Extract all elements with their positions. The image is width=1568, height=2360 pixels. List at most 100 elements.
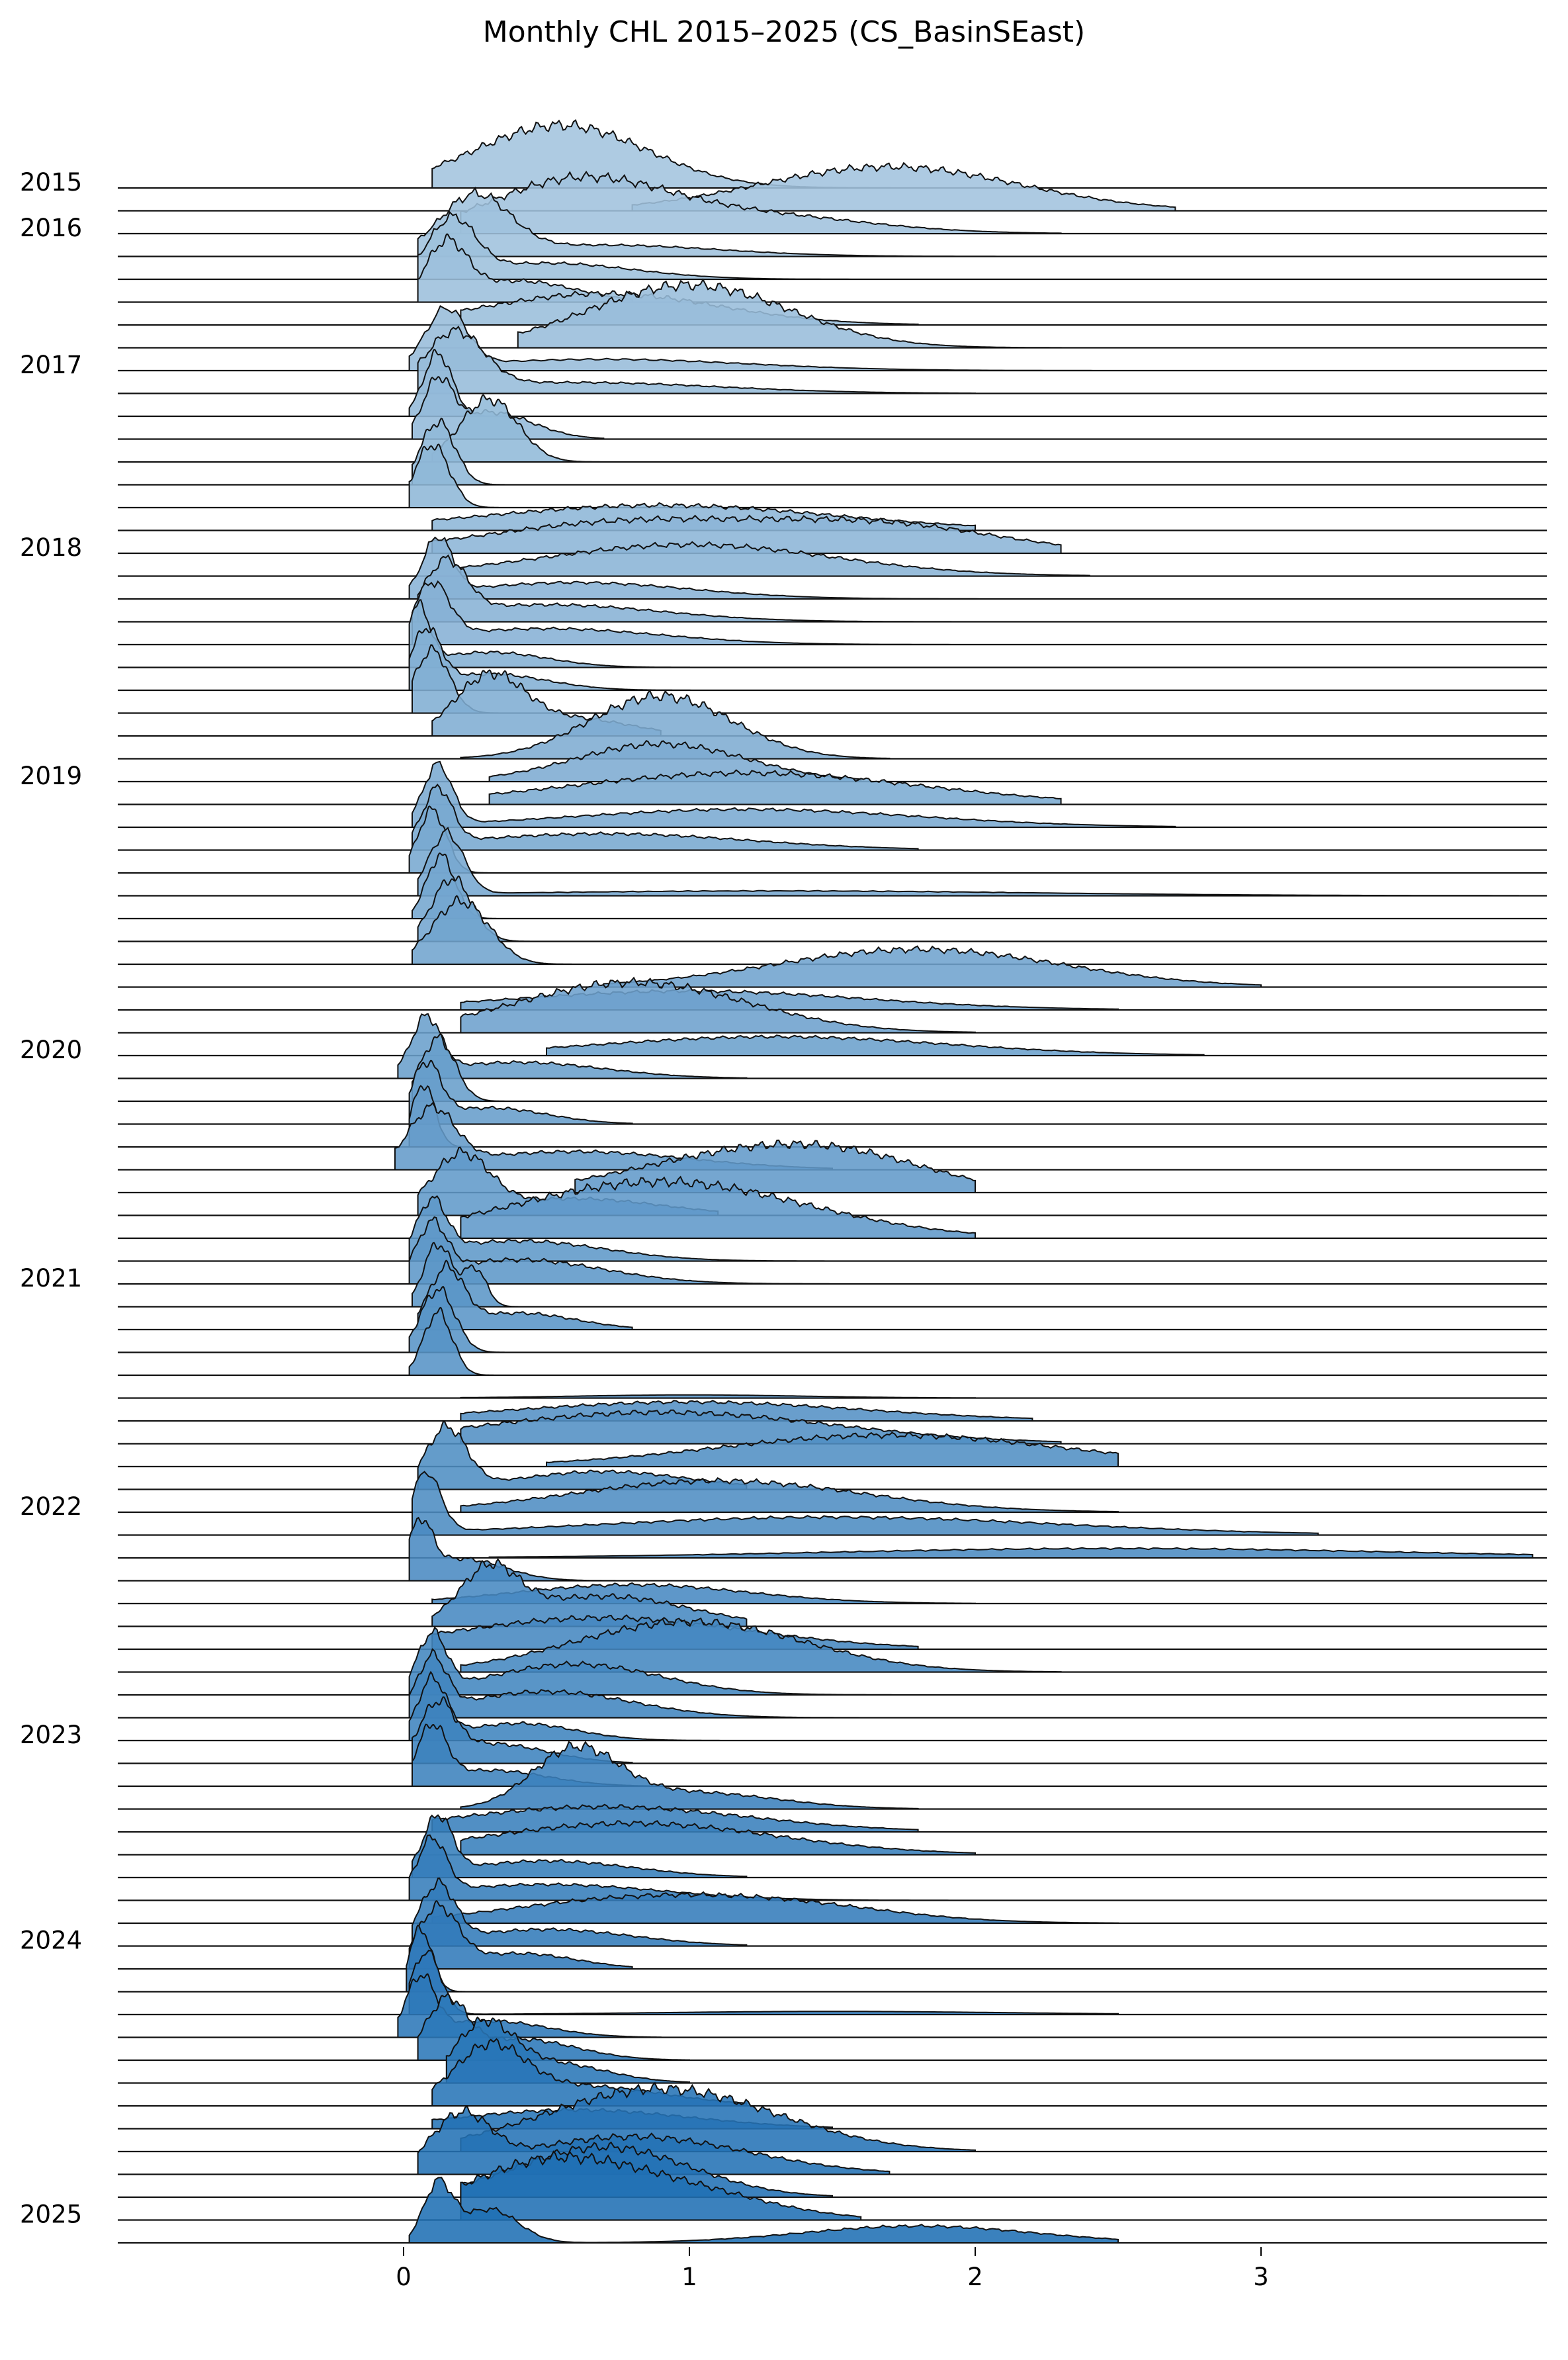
ridge-density — [408, 1834, 975, 1901]
ridge-80 — [118, 1950, 1547, 2016]
ridge-42 — [118, 1085, 1547, 1148]
ridge-61 — [118, 1516, 1547, 1582]
ridge-density — [417, 554, 975, 623]
ridge-density — [408, 1648, 918, 1719]
ridge-68 — [118, 1670, 1547, 1742]
ridge-density — [546, 1034, 1205, 1056]
ridge-24 — [118, 669, 1547, 737]
ridge-36 — [118, 988, 1547, 1011]
x-tick-label: 0 — [396, 2263, 412, 2291]
ridge-47 — [118, 1195, 1547, 1262]
ridge-82 — [118, 1993, 1547, 2062]
ridge-density — [408, 1626, 918, 1696]
ridge-78 — [118, 1899, 1547, 1970]
ridge-density — [408, 1899, 633, 1970]
ridge-44 — [118, 1139, 1547, 1194]
ridge-density — [546, 1431, 1119, 1467]
ridge-51 — [118, 1286, 1547, 1353]
ridge-density — [460, 689, 891, 760]
ridge-density — [460, 1741, 919, 1810]
ridge-density — [408, 2177, 1119, 2244]
ridge-41 — [118, 1060, 1547, 1125]
x-tick-label: 3 — [1253, 2263, 1269, 2291]
ridge-density — [431, 394, 689, 463]
ridge-density — [412, 895, 604, 965]
ridge-density — [431, 1558, 748, 1627]
year-label: 2022 — [20, 1492, 82, 1521]
ridge-66 — [118, 1626, 1547, 1696]
ridge-28 — [118, 760, 1547, 829]
ridge-56 — [118, 1431, 1547, 1468]
ridge-density — [460, 1820, 976, 1856]
ridge-density — [417, 326, 976, 394]
ridge-70 — [118, 1723, 1547, 1788]
ridge-83 — [118, 2017, 1547, 2084]
ridge-density — [412, 580, 1118, 645]
ridge-69 — [118, 1696, 1547, 1764]
ridge-73 — [118, 1820, 1547, 1856]
ridge-density — [408, 1216, 832, 1285]
year-label: 2019 — [20, 762, 82, 790]
ridges — [118, 119, 1547, 2244]
ridge-86 — [118, 2081, 1547, 2153]
ridge-density — [408, 1516, 747, 1582]
ridge-19 — [118, 554, 1547, 623]
ridge-85 — [118, 2107, 1547, 2130]
ridge-27 — [118, 769, 1547, 805]
ridge-37 — [118, 976, 1547, 1034]
ridge-67 — [118, 1648, 1547, 1719]
ridge-26 — [118, 740, 1547, 783]
ridge-density — [460, 2081, 976, 2152]
ridge-53 — [118, 1394, 1547, 1399]
year-label: 2021 — [20, 1264, 82, 1293]
year-label: 2015 — [20, 168, 82, 197]
ridge-density — [408, 1950, 1119, 2015]
ridge-13 — [118, 418, 1547, 486]
ridge-density — [431, 514, 1062, 554]
ridge-density — [412, 1471, 1319, 1536]
ridge-5 — [118, 233, 1547, 303]
ridge-71 — [118, 1741, 1547, 1810]
year-label: 2025 — [20, 2201, 82, 2229]
ridge-60 — [118, 1547, 1547, 1559]
year-label: 2020 — [20, 1036, 82, 1064]
ridge-84 — [118, 2038, 1547, 2107]
ridge-10 — [118, 349, 1547, 418]
ridge-density — [408, 443, 576, 508]
ridge-46 — [118, 1175, 1547, 1240]
ridge-40 — [118, 1033, 1547, 1103]
ridge-2 — [118, 170, 1547, 235]
ridge-density — [517, 278, 1062, 349]
ridge-1 — [118, 161, 1547, 212]
ridge-38 — [118, 1034, 1547, 1057]
ridge-density — [574, 1139, 976, 1193]
ridge-79 — [118, 1924, 1547, 1993]
ridge-density — [417, 1259, 633, 1330]
ridge-density — [408, 1306, 604, 1376]
ridge-4 — [118, 210, 1547, 281]
ridge-58 — [118, 1477, 1547, 1514]
ridge-density — [488, 740, 862, 782]
ridge-density — [460, 170, 1062, 234]
ridge-52 — [118, 1306, 1547, 1377]
ridge-16 — [118, 514, 1547, 555]
ridge-75 — [118, 1834, 1547, 1901]
ridge-9 — [118, 326, 1547, 394]
ridge-density — [488, 1547, 1534, 1559]
ridge-density — [631, 161, 1176, 212]
ridge-20 — [118, 580, 1547, 646]
year-labels: 2015 2016 2017 2018 2019 2020 2021 2022 2023 2024… — [20, 168, 82, 2229]
ridge-25 — [118, 689, 1547, 760]
ridge-29 — [118, 784, 1547, 851]
ridge-64 — [118, 1614, 1547, 1651]
ridge-17 — [118, 541, 1547, 577]
ridge-density — [460, 976, 976, 1034]
ridge-89 — [118, 2150, 1547, 2221]
ridge-density — [408, 1195, 918, 1262]
ridge-11 — [118, 376, 1547, 440]
ridge-density — [488, 769, 1062, 805]
ridge-32 — [118, 852, 1547, 920]
ridge-6 — [118, 290, 1547, 326]
ridge-62 — [118, 1582, 1547, 1605]
